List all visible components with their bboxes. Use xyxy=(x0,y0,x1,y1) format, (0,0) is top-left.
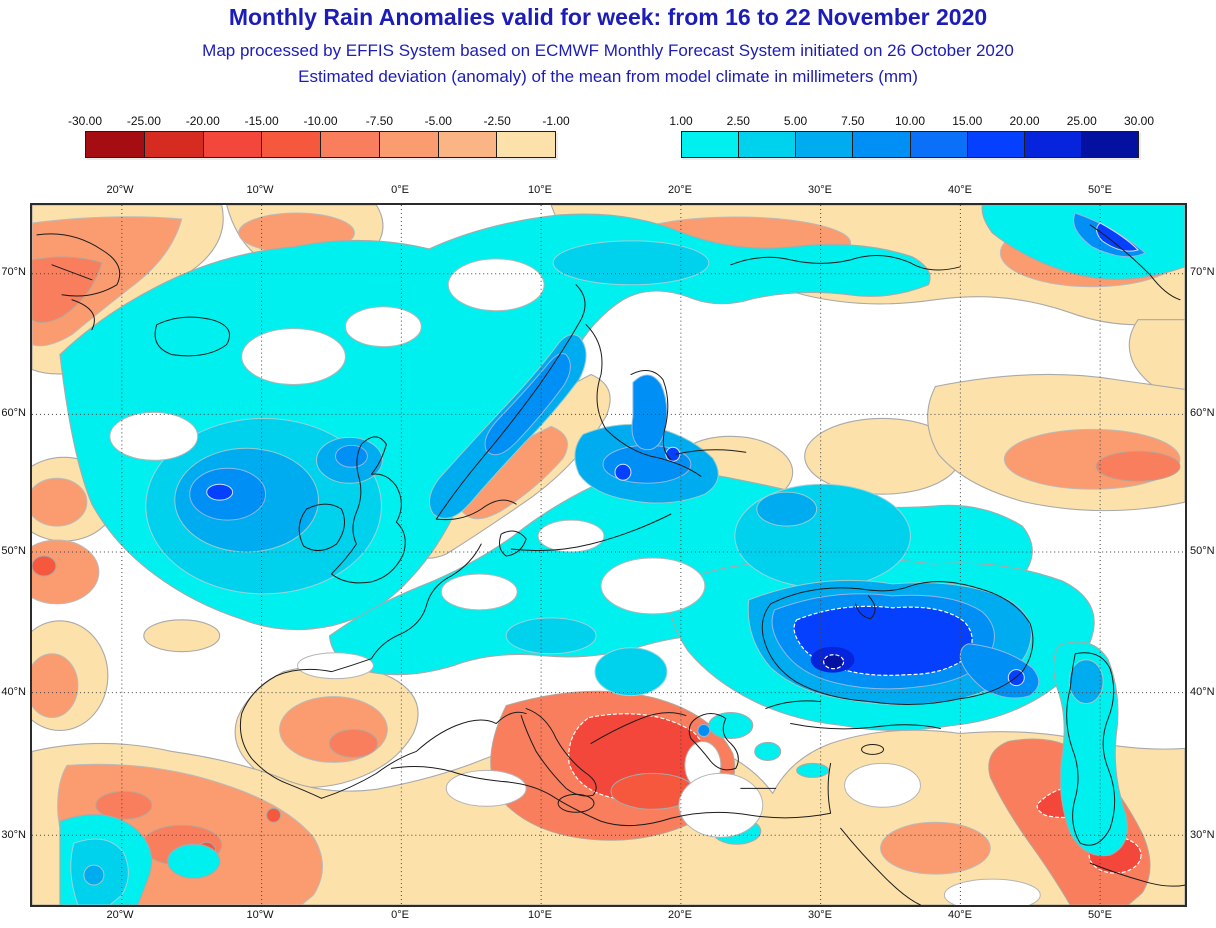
negative-colorbar-tick-label: -30.00 xyxy=(67,114,103,128)
negative-colorbar-cell xyxy=(144,132,204,157)
positive-colorbar-cell xyxy=(682,132,740,157)
positive-colorbar-labels: 1.00 2.50 5.00 7.50 10.00 15.00 20.00 25.00 30.0… xyxy=(669,114,1154,131)
lon-tick-label-top: 10°E xyxy=(528,184,552,196)
positive-colorbar-tick-label: 15.00 xyxy=(952,114,983,128)
lon-tick-label-top: 30°E xyxy=(808,184,832,196)
negative-colorbar-cell xyxy=(497,132,555,157)
positive-colorbar-cell xyxy=(796,132,854,157)
lat-tick-label-left: 70°N xyxy=(1,266,26,278)
lat-tick-label-left: 60°N xyxy=(1,407,26,419)
negative-colorbar-cell xyxy=(262,132,321,157)
positive-colorbar-cell xyxy=(853,132,911,157)
lon-tick-label-bottom: 0°E xyxy=(391,909,409,921)
lat-tick-label-right: 40°N xyxy=(1190,686,1215,698)
lat-tick-label-left: 30°N xyxy=(1,829,26,841)
negative-colorbar-tick-label: -1.00 xyxy=(542,114,570,128)
positive-colorbar-tick-label: 20.00 xyxy=(1009,114,1040,128)
europe-anomaly-map-canvas xyxy=(32,205,1185,905)
near-zero-gaps xyxy=(109,258,1041,905)
lat-tick-label-left: 50°N xyxy=(1,545,26,557)
lon-tick-label-bottom: 20°E xyxy=(668,909,692,921)
negative-colorbar-cell xyxy=(379,132,439,157)
positive-colorbar-cell xyxy=(1024,132,1082,157)
negative-colorbar-tick-label: -7.50 xyxy=(365,114,394,128)
negative-colorbar-tick-label: -10.00 xyxy=(303,114,338,128)
lat-tick-label-right: 30°N xyxy=(1190,829,1215,841)
lon-tick-label-top: 20°W xyxy=(106,184,134,196)
lon-tick-label-top: 10°W xyxy=(246,184,274,196)
subtitle-processing: Map processed by EFFIS System based on E… xyxy=(202,41,1014,60)
lon-tick-label-bottom: 10°E xyxy=(528,909,552,921)
positive-colorbar-tick-label: 7.50 xyxy=(841,114,865,128)
coastlines xyxy=(36,224,1185,905)
negative-colorbar-cell xyxy=(321,132,380,157)
positive-anomaly-colorbar: 1.00 2.50 5.00 7.50 10.00 15.00 20.00 25.00 30.0… xyxy=(669,114,1154,158)
positive-colorbar-cell xyxy=(1081,132,1138,157)
negative-colorbar-tick-label: -20.00 xyxy=(185,114,220,128)
positive-colorbar-cell xyxy=(739,132,797,157)
page-title: Monthly Rain Anomalies valid for week: f… xyxy=(228,4,988,30)
negative-colorbar-tick-label: -15.00 xyxy=(244,114,279,128)
negative-colorbar-cell xyxy=(203,132,263,157)
positive-colorbar-tick-label: 30.00 xyxy=(1123,114,1155,128)
lon-tick-label-bottom: 10°W xyxy=(246,909,274,921)
negative-colorbar-cell xyxy=(438,132,498,157)
positive-colorbar-cell xyxy=(910,132,968,157)
lon-tick-label-top: 0°E xyxy=(391,184,409,196)
lat-tick-label-right: 50°N xyxy=(1190,545,1215,557)
lon-tick-label-top: 40°E xyxy=(948,184,972,196)
lat-tick-label-right: 60°N xyxy=(1190,407,1215,419)
negative-colorbar-tick-label: -5.00 xyxy=(424,114,452,128)
lat-tick-label-right: 70°N xyxy=(1190,266,1215,278)
positive-colorbar-cells xyxy=(681,131,1139,158)
lon-tick-label-top: 20°E xyxy=(668,184,692,196)
positive-colorbar-tick-label: 10.00 xyxy=(894,114,926,128)
lat-tick-label-left: 40°N xyxy=(1,686,26,698)
subtitle-units: Estimated deviation (anomaly) of the mea… xyxy=(298,67,918,86)
lon-tick-label-bottom: 30°E xyxy=(808,909,832,921)
negative-colorbar-tick-label: -25.00 xyxy=(126,114,161,128)
positive-colorbar-tick-label: 2.50 xyxy=(726,114,750,128)
negative-colorbar-cell xyxy=(86,132,145,157)
negative-colorbar-cells xyxy=(85,131,556,158)
negative-anomaly-colorbar: -30.00 -25.00 -20.00 -15.00 -10.00 -7.50 -5.00… xyxy=(68,114,570,158)
lon-tick-label-bottom: 40°E xyxy=(948,909,972,921)
negative-colorbar-tick-label: -2.50 xyxy=(483,114,511,128)
positive-colorbar-tick-label: 5.00 xyxy=(783,114,808,128)
positive-colorbar-cell xyxy=(967,132,1025,157)
anomaly-map xyxy=(30,203,1187,907)
lon-tick-label-bottom: 20°W xyxy=(106,909,134,921)
positive-colorbar-tick-label: 25.00 xyxy=(1066,114,1097,128)
lon-tick-label-bottom: 50°E xyxy=(1088,909,1112,921)
negative-colorbar-labels: -30.00 -25.00 -20.00 -15.00 -10.00 -7.50 -5.00… xyxy=(68,114,570,131)
lon-tick-label-top: 50°E xyxy=(1088,184,1112,196)
positive-colorbar-tick-label: 1.00 xyxy=(669,114,693,128)
